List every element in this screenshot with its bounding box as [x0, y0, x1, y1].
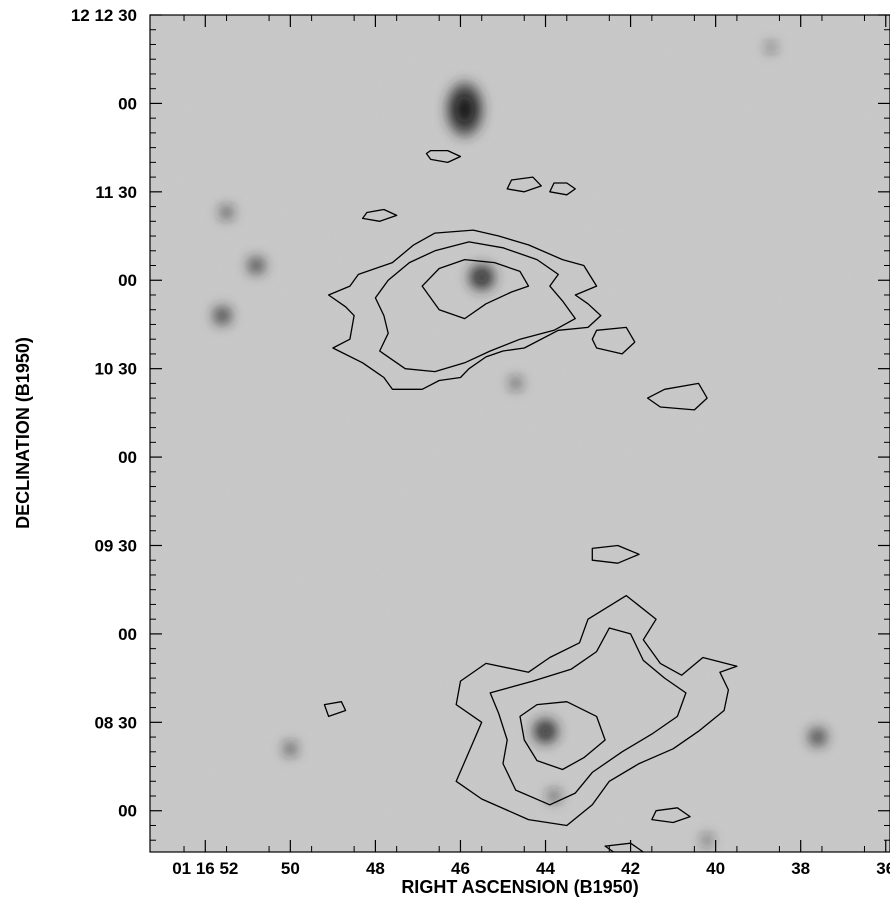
star-source — [764, 41, 778, 54]
star-source — [446, 82, 484, 137]
contour-north-blob-b — [506, 176, 542, 193]
contour-mid-blob — [591, 544, 640, 564]
image-grain — [150, 15, 890, 852]
contour-south-blob-a — [323, 701, 347, 718]
contour-north-blob-c — [549, 182, 576, 196]
contour-north-blob-d — [361, 208, 398, 222]
contour-south-outer — [455, 594, 738, 827]
x-tick-label: 48 — [366, 859, 385, 878]
y-axis-title: DECLINATION (B1950) — [13, 337, 33, 529]
x-tick-label: 40 — [706, 859, 725, 878]
x-tick-label: 01 16 52 — [172, 859, 238, 878]
x-tick-label: 46 — [451, 859, 470, 878]
x-tick-label: 50 — [281, 859, 300, 878]
contour-north-core — [421, 258, 530, 320]
y-tick-label: 12 12 30 — [71, 6, 137, 25]
x-axis-title: RIGHT ASCENSION (B1950) — [401, 877, 638, 897]
y-tick-label: 00 — [118, 625, 137, 644]
contour-east-blob-b — [646, 382, 708, 411]
plot-area — [150, 15, 890, 852]
y-tick-label: 00 — [118, 271, 137, 290]
y-tick-label: 00 — [118, 802, 137, 821]
x-tick-label: 36 — [876, 859, 890, 878]
star-source — [246, 255, 267, 276]
star-source — [467, 263, 496, 292]
star-source — [546, 788, 562, 804]
x-tick-label: 38 — [791, 859, 810, 878]
contour-north-inner — [374, 241, 576, 373]
y-tick-label: 00 — [118, 448, 137, 467]
star-source — [218, 204, 235, 221]
star-source — [282, 740, 299, 757]
contour-south-blob-c — [651, 807, 691, 824]
optical-sources — [211, 41, 829, 848]
contour-east-blob-a — [591, 326, 636, 355]
plot-frame — [149, 14, 890, 853]
star-source — [508, 375, 524, 391]
x-tick-label: 44 — [536, 859, 555, 878]
contour-north-outer — [327, 229, 602, 390]
x-tick-label: 42 — [621, 859, 640, 878]
star-source — [807, 726, 829, 748]
star-source — [700, 833, 715, 848]
y-tick-label: 10 30 — [94, 360, 137, 379]
x-axis: 01 16 52 50 48 46 44 42 40 38 36 — [172, 15, 890, 878]
star-source — [532, 717, 559, 745]
contour-south-core — [519, 701, 606, 771]
contour-south-inner — [489, 627, 687, 806]
contour-north-blob-a — [425, 149, 462, 164]
y-tick-label: 09 30 — [94, 536, 137, 555]
star-source — [211, 305, 233, 326]
y-tick-label: 11 30 — [95, 183, 137, 202]
y-tick-label: 00 — [118, 94, 137, 113]
y-axis: 12 12 30 00 11 30 00 10 30 00 09 30 00 08 30 00 — [71, 6, 890, 841]
contour-south-blob-b — [604, 842, 644, 852]
hi-contours — [323, 149, 738, 852]
y-tick-label: 08 30 — [94, 713, 137, 732]
